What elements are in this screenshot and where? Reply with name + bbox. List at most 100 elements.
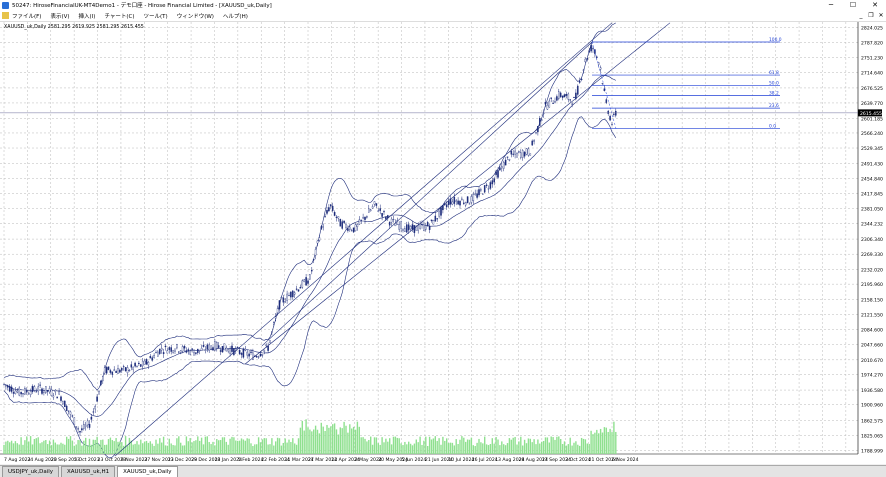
volume-bar xyxy=(389,438,391,454)
candle-body xyxy=(464,202,467,206)
candle-body xyxy=(459,200,461,206)
close-button[interactable]: ✕ xyxy=(872,1,878,9)
volume-bar xyxy=(181,445,184,454)
trend-channel xyxy=(114,22,671,457)
volume-bar xyxy=(453,445,455,454)
candle-body xyxy=(71,415,74,417)
candle-body xyxy=(164,345,167,348)
volume-bar xyxy=(347,432,349,454)
volume-bar xyxy=(423,440,425,454)
volume-bar xyxy=(142,443,144,454)
price-chart[interactable]: 2824.025 2787.820 2751.230 2714.640 2676.525… xyxy=(0,22,886,464)
volume-bar xyxy=(178,436,180,454)
chart-close-button[interactable]: ✕ xyxy=(878,12,884,19)
tab-xauusd-h1[interactable]: XAUUSD_uk,H1 xyxy=(61,466,116,477)
volume-bar xyxy=(499,445,501,454)
candle-body xyxy=(3,383,5,385)
date-axis-label: 10 Jul 2024 xyxy=(448,457,474,463)
tab-xauusd-daily[interactable]: XAUUSD_uk,Daily xyxy=(117,466,178,477)
volume-bar xyxy=(408,441,410,454)
candle-body xyxy=(542,112,545,115)
volume-bar xyxy=(434,436,436,454)
volume-bar xyxy=(542,440,545,454)
volume-bar xyxy=(75,444,77,454)
candle-body xyxy=(297,289,300,292)
volume-bar xyxy=(242,439,245,454)
candle-body xyxy=(143,360,146,365)
candle-body xyxy=(463,202,465,204)
fib-level-label: 61.8 xyxy=(769,70,779,76)
volume-bar xyxy=(484,436,486,454)
candle-body xyxy=(432,220,435,225)
volume-bar xyxy=(605,427,607,454)
volume-bar xyxy=(362,437,364,454)
candle-body xyxy=(46,390,49,392)
volume-bar xyxy=(143,441,146,454)
menu-file[interactable]: ファイル(F) xyxy=(12,13,42,20)
candle-body xyxy=(90,416,93,420)
minimize-button[interactable]: ─ xyxy=(828,1,834,9)
date-axis-label: 11 Mar 2024 xyxy=(285,457,314,463)
volume-bar xyxy=(396,437,398,454)
candle-body xyxy=(39,384,41,386)
candle-body xyxy=(447,201,450,206)
date-axis-label: 2 May 2024 xyxy=(355,457,382,463)
menu-chart[interactable]: チャート(C) xyxy=(104,13,135,20)
volume-bar xyxy=(14,441,17,454)
volume-bar xyxy=(596,429,598,454)
chart-minimize-button[interactable]: _ xyxy=(859,12,863,19)
volume-bar xyxy=(50,445,53,454)
volume-bar xyxy=(26,436,28,454)
volume-bar xyxy=(124,436,127,454)
volume-bar xyxy=(107,439,110,454)
volume-bar xyxy=(442,436,444,454)
volume-bar xyxy=(506,443,509,454)
candle-body xyxy=(326,210,328,214)
candle-body xyxy=(231,345,233,352)
volume-bar xyxy=(54,442,56,454)
candle-body xyxy=(331,205,334,211)
tab-usdjpy-daily[interactable]: USDJPY_uk,Daily xyxy=(2,466,60,477)
candle-body xyxy=(189,350,191,355)
candle-body xyxy=(569,99,571,101)
candle-body xyxy=(181,346,184,352)
maximize-button[interactable]: ☐ xyxy=(849,1,857,9)
volume-bar xyxy=(261,439,264,454)
candle-body xyxy=(301,280,304,288)
candle-body xyxy=(499,167,501,171)
volume-bar xyxy=(193,441,195,454)
volume-bar xyxy=(62,443,64,454)
volume-bar xyxy=(552,437,554,454)
volume-bar xyxy=(379,444,381,454)
menu-view[interactable]: 表示(V) xyxy=(50,13,70,20)
chart-restore-button[interactable]: ❐ xyxy=(868,12,874,19)
candle-body xyxy=(29,391,32,395)
menu-help[interactable]: ヘルプ(H) xyxy=(222,13,248,20)
candle-body xyxy=(352,227,355,233)
candle-body xyxy=(381,213,383,217)
candle-body xyxy=(31,385,34,392)
volume-bar xyxy=(468,439,471,454)
candle-body xyxy=(404,228,406,232)
volume-bar xyxy=(569,437,571,454)
candle-body xyxy=(193,351,195,356)
volume-bar xyxy=(558,436,560,454)
volume-bar xyxy=(130,440,132,454)
candle-body xyxy=(567,93,570,100)
menu-tools[interactable]: ツール(T) xyxy=(143,13,168,20)
menu-window[interactable]: ウィンドウ(W) xyxy=(176,13,214,20)
candle-body xyxy=(457,200,459,205)
chart-canvas[interactable]: 2824.025 2787.820 2751.230 2714.640 2676.525… xyxy=(0,22,886,464)
candle-body xyxy=(236,346,239,348)
candle-body xyxy=(105,367,108,374)
fib-baseline xyxy=(591,41,617,129)
date-axis-label: 17 Sep 2024 xyxy=(542,457,571,463)
volume-bar xyxy=(41,442,43,454)
volume-bar xyxy=(105,444,108,454)
window-title: 50247: HiroseFinancialUK-MT4Demo1 - デモ口座… xyxy=(12,3,272,9)
candle-body xyxy=(584,58,587,63)
candle-body xyxy=(45,386,47,393)
volume-bar xyxy=(522,445,524,454)
menu-insert[interactable]: 挿入(I) xyxy=(78,13,96,20)
price-axis-label: 2639.770 xyxy=(861,101,883,107)
